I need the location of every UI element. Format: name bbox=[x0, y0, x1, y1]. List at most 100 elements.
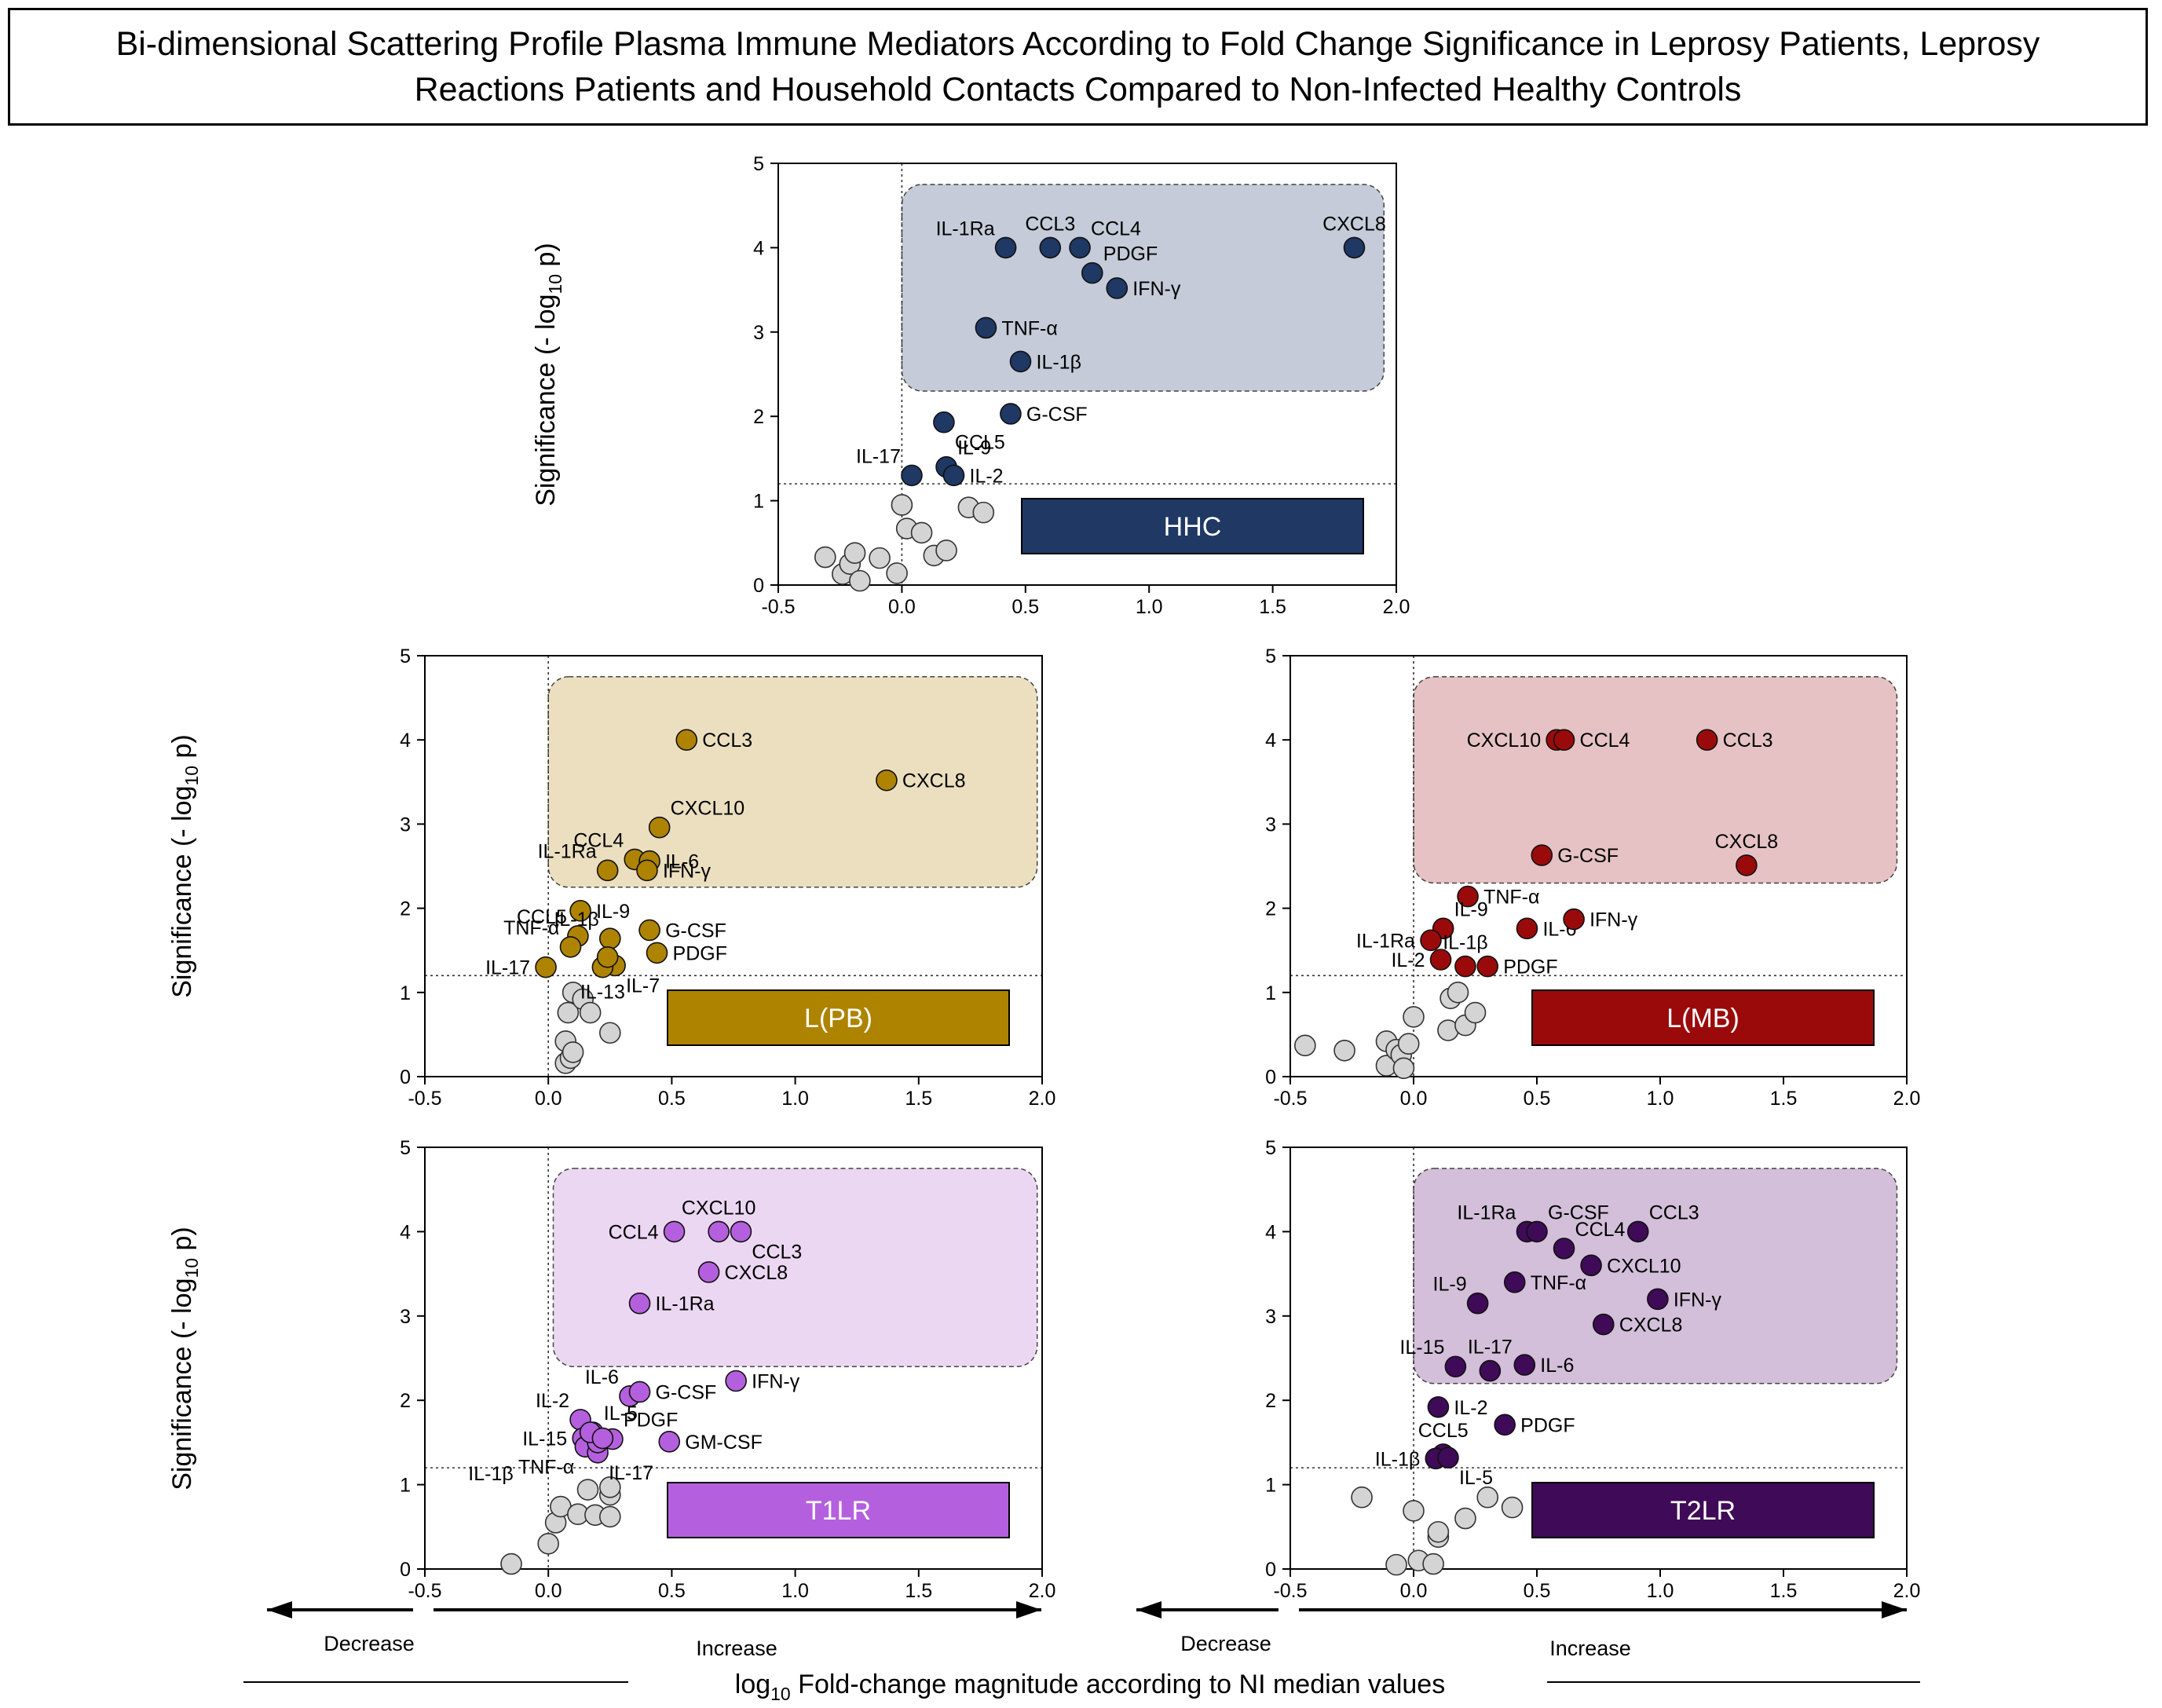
panel-lmb: -0.5 0.0 0.5 1.0 1.5 2.0 0 1 2 3 4 5 L(MB) CXCL10 CCL4… bbox=[1265, 646, 1920, 1110]
point-label: IL-17 bbox=[1468, 1337, 1513, 1359]
significant-point bbox=[1437, 1446, 1459, 1469]
significant-point bbox=[725, 1370, 747, 1392]
significant-point bbox=[1516, 917, 1538, 940]
x-tick-label: -0.5 bbox=[408, 1088, 441, 1110]
nonsignificant-point bbox=[1294, 1034, 1316, 1057]
y-axis-label: Significance (- log10 p) bbox=[167, 734, 202, 998]
significant-point bbox=[638, 919, 660, 942]
x-tick-label: 0.5 bbox=[658, 1580, 686, 1602]
y-tick-label: 1 bbox=[400, 982, 411, 1004]
y-tick-label: 1 bbox=[1265, 1475, 1276, 1497]
point-label: PDGF bbox=[624, 1410, 678, 1432]
point-label: IL-2 bbox=[536, 1390, 569, 1412]
figure-title: Bi-dimensional Scattering Profile Plasma… bbox=[115, 25, 2040, 108]
y-tick-label: 4 bbox=[753, 237, 764, 259]
increase-arrowhead bbox=[1016, 1601, 1041, 1618]
y-tick-label: 0 bbox=[1265, 1559, 1276, 1581]
nonsignificant-point bbox=[1454, 1507, 1476, 1530]
y-tick-label: 3 bbox=[400, 814, 411, 836]
plot-frame bbox=[424, 655, 1043, 1077]
point-label: CXCL10 bbox=[682, 1197, 756, 1219]
x-tick-label: 2.0 bbox=[1029, 1580, 1056, 1602]
nonsignificant-point bbox=[1385, 1553, 1407, 1576]
x-tick-label: 1.5 bbox=[1770, 1580, 1798, 1602]
x-tick-label: 1.0 bbox=[1647, 1580, 1674, 1602]
y-tick-label: 4 bbox=[400, 730, 411, 752]
point-label: IL-17 bbox=[856, 445, 901, 467]
nonsignificant-point bbox=[814, 546, 836, 569]
nonsignificant-point bbox=[1427, 1520, 1450, 1543]
y-tick-label: 5 bbox=[400, 646, 411, 667]
point-label: TNF-α bbox=[1483, 887, 1539, 909]
point-label: CXCL8 bbox=[725, 1262, 788, 1284]
significant-point bbox=[535, 956, 557, 978]
increase-arrowhead bbox=[1882, 1601, 1907, 1618]
significant-point bbox=[598, 927, 621, 949]
significant-point bbox=[876, 769, 898, 792]
significant-point bbox=[1427, 1395, 1450, 1418]
point-label: IFN-γ bbox=[1589, 909, 1638, 931]
significant-point bbox=[975, 316, 997, 339]
nonsignificant-point bbox=[1392, 1057, 1415, 1080]
point-label: G-CSF bbox=[1548, 1201, 1609, 1223]
significant-point bbox=[994, 236, 1017, 259]
significant-point bbox=[648, 816, 671, 839]
significant-point bbox=[1069, 236, 1091, 259]
panel-t2lr: -0.5 0.0 0.5 1.0 1.5 2.0 0 1 2 3 4 5 T2LR IL-1Ra G-CSF… bbox=[1265, 1137, 1920, 1602]
point-label: IL-9 bbox=[957, 437, 991, 459]
x-tick-label: 1.0 bbox=[1647, 1088, 1674, 1110]
significant-point bbox=[1563, 908, 1585, 931]
significant-point bbox=[1106, 277, 1129, 299]
y-tick-label: 4 bbox=[1265, 1221, 1276, 1243]
plot-frame bbox=[1290, 655, 1908, 1077]
point-label: IL-1Ra bbox=[1356, 930, 1415, 952]
point-label: PDGF bbox=[1520, 1414, 1575, 1436]
y-tick-label: 3 bbox=[753, 322, 764, 344]
nonsignificant-point bbox=[537, 1532, 560, 1555]
point-label: CXCL8 bbox=[1715, 831, 1779, 853]
panel-t1lr: -0.5 0.0 0.5 1.0 1.5 2.0 0 1 2 3 4 5 T1LR CCL4 CXCL10 C… bbox=[400, 1137, 1055, 1602]
significant-point bbox=[1626, 1220, 1649, 1243]
group-label-box bbox=[667, 989, 1010, 1046]
significant-point bbox=[1009, 350, 1032, 373]
y-tick-label: 5 bbox=[1265, 1137, 1276, 1159]
highlight-region bbox=[547, 676, 1038, 888]
x-tick-label: -0.5 bbox=[408, 1580, 441, 1602]
x-tick-label: 0.0 bbox=[1400, 1088, 1428, 1110]
x-tick-label: 1.0 bbox=[1136, 596, 1163, 618]
point-label: G-CSF bbox=[656, 1381, 717, 1403]
nonsignificant-point bbox=[891, 494, 913, 516]
group-label-box bbox=[1021, 498, 1364, 554]
nonsignificant-point bbox=[1333, 1039, 1355, 1062]
significant-point bbox=[697, 1261, 720, 1283]
y-tick-label: 2 bbox=[1265, 898, 1276, 920]
x-tick-label: 0.5 bbox=[1524, 1088, 1551, 1110]
nonsignificant-point bbox=[910, 521, 933, 544]
nonsignificant-point bbox=[1447, 982, 1469, 1004]
x-tick-label: 1.5 bbox=[1770, 1088, 1798, 1110]
point-label: IL-6 bbox=[1540, 1355, 1574, 1377]
x-tick-label: 0.5 bbox=[1524, 1580, 1551, 1602]
point-label: IL-9 bbox=[1454, 898, 1488, 920]
significant-point bbox=[1420, 929, 1442, 952]
x-tick-label: 1.5 bbox=[1259, 596, 1286, 618]
point-label: IL-1β bbox=[1443, 932, 1487, 954]
nonsignificant-point bbox=[972, 501, 995, 524]
significant-point bbox=[628, 1381, 651, 1403]
x-tick-label: 1.5 bbox=[905, 1088, 932, 1110]
y-tick-label: 5 bbox=[400, 1137, 411, 1159]
point-label: TNF-α bbox=[503, 917, 559, 939]
significant-point bbox=[1429, 949, 1452, 971]
nonsignificant-point bbox=[598, 1505, 621, 1528]
significant-point bbox=[730, 1220, 752, 1243]
point-label: CXCL8 bbox=[1619, 1315, 1683, 1337]
point-label: CCL4 bbox=[1580, 730, 1630, 752]
point-label: IL-17 bbox=[485, 957, 530, 979]
significant-point bbox=[1553, 729, 1575, 752]
point-label: CXCL8 bbox=[1322, 213, 1386, 235]
significant-point bbox=[1479, 1359, 1502, 1382]
x-tick-label: 2.0 bbox=[1893, 1580, 1921, 1602]
y-tick-label: 0 bbox=[400, 1559, 411, 1581]
significant-point bbox=[675, 729, 698, 752]
x-axis-label: log10 Fold-change magnitude according to… bbox=[735, 1670, 1445, 1704]
